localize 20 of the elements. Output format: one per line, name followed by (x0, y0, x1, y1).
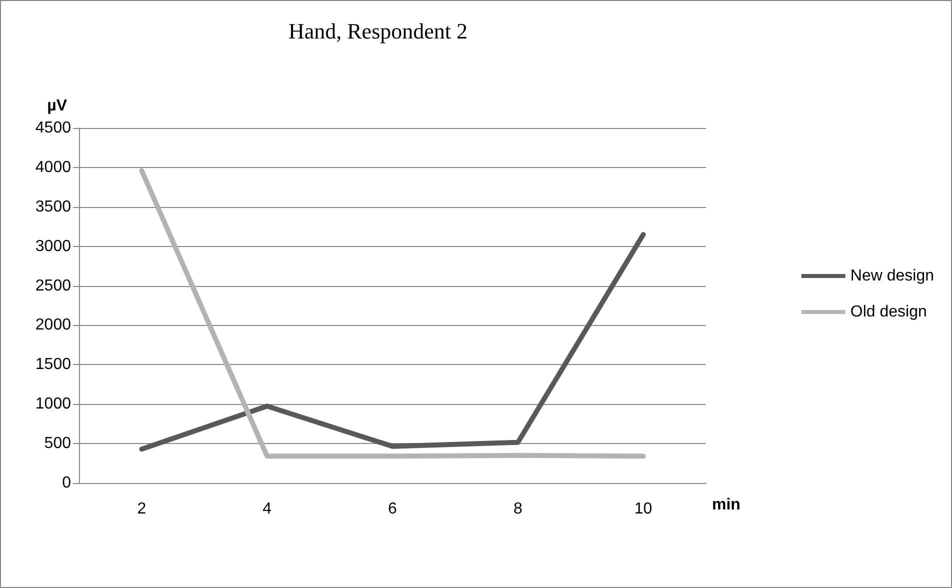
y-tick-label: 2500 (35, 277, 72, 294)
x-axis-title: min (712, 496, 740, 514)
y-tick-label: 2000 (35, 316, 72, 334)
legend-label: Old design (850, 304, 927, 320)
y-tick-label: 3500 (35, 198, 72, 216)
y-axis-title: µV (47, 98, 68, 114)
y-tick-label: 4000 (35, 158, 72, 176)
x-tick-label: 10 (634, 500, 652, 518)
legend-label: New design (850, 268, 934, 284)
x-tick-label: 2 (137, 500, 146, 518)
x-tick-label: 8 (513, 500, 522, 518)
y-tick-label: 3000 (35, 238, 72, 255)
chart-title: Hand, Respondent 2 (288, 18, 468, 44)
y-tick-label: 500 (44, 435, 72, 452)
x-tick-label: 4 (262, 500, 272, 518)
x-tick-label: 6 (388, 500, 398, 518)
y-tick-label: 1500 (35, 356, 72, 374)
y-tick-label: 0 (62, 474, 72, 492)
y-tick-label: 1000 (35, 396, 72, 413)
y-tick-label: 4500 (35, 120, 72, 136)
